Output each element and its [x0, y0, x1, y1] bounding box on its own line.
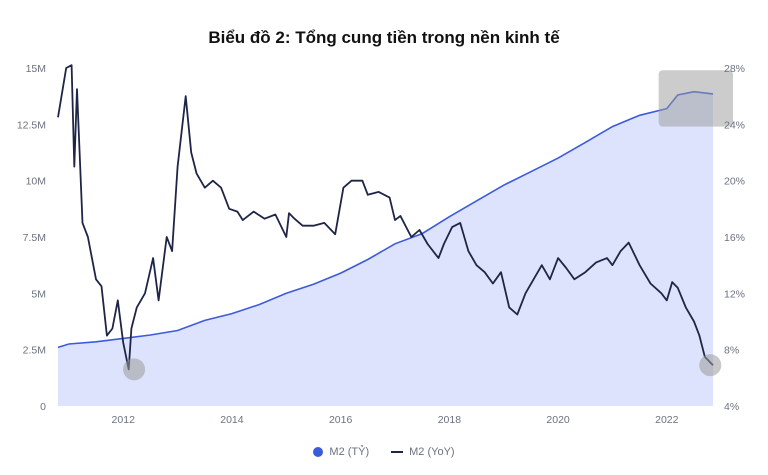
- y-right-tick-label: 28%: [724, 63, 745, 75]
- x-tick-label: 2014: [220, 414, 244, 426]
- y-left-tick-label: 15M: [26, 63, 46, 75]
- legend-label-m2: M2 (TỶ): [329, 446, 370, 458]
- highlight-circle-end-yoy: [699, 354, 722, 377]
- legend-line-icon: [391, 451, 404, 453]
- legend-dot-icon: [313, 447, 324, 457]
- y-right-tick-label: 12%: [724, 288, 745, 300]
- legend-item-m2[interactable]: M2 (TỶ): [313, 446, 369, 458]
- legend-label-yoy: M2 (YoY): [409, 446, 455, 458]
- y-right-tick-label: 4%: [724, 401, 739, 413]
- legend-item-yoy[interactable]: M2 (YoY): [391, 446, 455, 458]
- chart-title: Biểu đồ 2: Tổng cung tiền trong nền kinh…: [208, 28, 560, 47]
- x-tick-label: 2022: [655, 414, 679, 426]
- y-left-tick-label: 12.5M: [17, 119, 46, 131]
- highlight-circle-low-2012: [123, 358, 146, 381]
- m2-series-line: [57, 90, 714, 349]
- y-left-tick-label: 5M: [31, 288, 46, 300]
- y-right-tick-label: 24%: [724, 119, 745, 131]
- y-right-tick-label: 20%: [724, 176, 745, 188]
- y-left-tick-label: 10M: [26, 176, 46, 188]
- x-tick-label: 2016: [329, 414, 353, 426]
- m2-area-fill: [58, 91, 713, 406]
- yoy-series-line: [57, 64, 714, 371]
- y-right-tick-label: 8%: [724, 345, 739, 357]
- legend: M2 (TỶ) M2 (YoY): [0, 446, 768, 458]
- x-tick-label: 2020: [546, 414, 570, 426]
- x-tick-label: 2012: [112, 414, 136, 426]
- highlight-box-m2-peak: [658, 70, 733, 127]
- x-tick-label: 2018: [438, 414, 462, 426]
- y-right-tick-label: 16%: [724, 232, 745, 244]
- y-left-tick-label: 0: [40, 401, 46, 413]
- y-left-tick-label: 7.5M: [23, 232, 46, 244]
- y-left-tick-label: 2.5M: [23, 345, 46, 357]
